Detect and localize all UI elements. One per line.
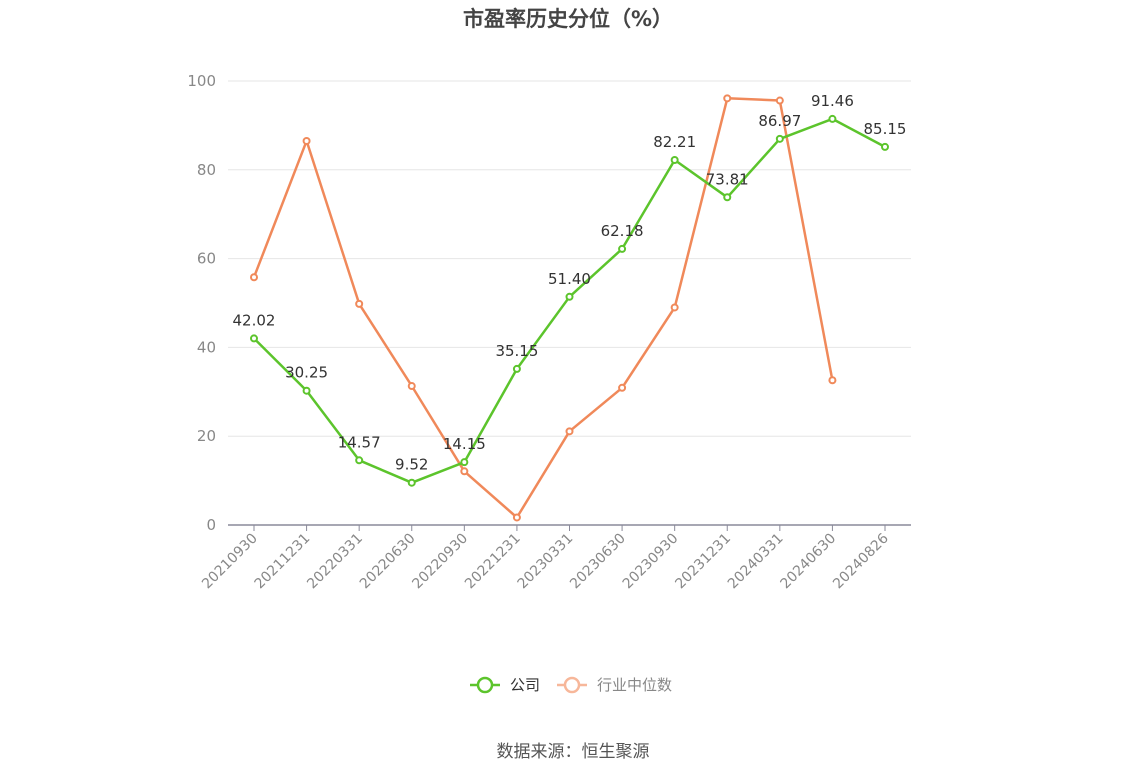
data-label: 9.52 bbox=[395, 456, 428, 474]
x-axis: 2021093020211231202203312022063020220930… bbox=[199, 524, 911, 593]
y-tick-label: 80 bbox=[197, 161, 216, 179]
data-label: 85.15 bbox=[864, 120, 907, 138]
series-group bbox=[250, 94, 889, 522]
y-tick-label: 0 bbox=[206, 516, 216, 534]
data-point bbox=[565, 427, 574, 436]
legend-marker-icon bbox=[563, 676, 581, 694]
data-point bbox=[828, 114, 837, 123]
data-point bbox=[407, 382, 416, 391]
x-tick-label: 20230331 bbox=[515, 531, 577, 593]
data-point bbox=[670, 155, 679, 164]
data-point bbox=[407, 478, 416, 487]
x-tick-label: 20240630 bbox=[778, 531, 840, 593]
y-axis: 0 20 40 60 80 100 bbox=[187, 72, 216, 534]
data-point bbox=[618, 383, 627, 392]
x-tick-label: 20210930 bbox=[199, 531, 261, 593]
x-tick-label: 20211231 bbox=[252, 531, 314, 593]
data-point bbox=[828, 376, 837, 385]
data-label: 30.25 bbox=[285, 364, 328, 382]
data-point bbox=[670, 303, 679, 312]
legend-item-1[interactable]: 行业中位数 bbox=[557, 676, 672, 694]
chart-title: 市盈率历史分位（%） bbox=[463, 7, 673, 31]
x-tick-label: 20220630 bbox=[357, 531, 419, 593]
data-point bbox=[355, 299, 364, 308]
data-point bbox=[775, 134, 784, 143]
data-label: 91.46 bbox=[811, 92, 854, 110]
data-point bbox=[460, 458, 469, 467]
x-tick-label: 20220331 bbox=[304, 531, 366, 593]
y-tick-label: 60 bbox=[197, 250, 216, 268]
data-label: 35.15 bbox=[495, 342, 538, 360]
series-line-1 bbox=[252, 97, 834, 519]
data-point bbox=[775, 96, 784, 105]
data-point bbox=[565, 292, 574, 301]
y-tick-label: 100 bbox=[187, 72, 216, 90]
data-label: 86.97 bbox=[758, 112, 801, 130]
x-tick-label: 20230630 bbox=[567, 531, 629, 593]
legend-item-0[interactable]: 公司 bbox=[470, 676, 540, 694]
x-tick-label: 20240826 bbox=[830, 530, 892, 592]
data-point bbox=[512, 513, 521, 522]
data-point bbox=[302, 386, 311, 395]
data-point bbox=[881, 142, 889, 151]
data-label: 73.81 bbox=[706, 170, 749, 188]
data-point bbox=[723, 193, 732, 202]
legend-marker-icon bbox=[476, 676, 494, 694]
x-tick-label: 20240331 bbox=[725, 531, 787, 593]
data-point bbox=[250, 334, 258, 343]
legend-label: 公司 bbox=[510, 676, 540, 694]
y-tick-label: 40 bbox=[197, 338, 216, 356]
data-point bbox=[512, 364, 521, 373]
data-label: 14.57 bbox=[338, 433, 381, 451]
data-point bbox=[618, 244, 627, 253]
data-label: 62.18 bbox=[601, 222, 644, 240]
source-text: 数据来源：恒生聚源 bbox=[497, 742, 650, 762]
x-tick-label: 20220930 bbox=[409, 531, 471, 593]
data-labels: 42.02 30.25 14.57 9.52 14.15 35.15 51.40 62.18 8… bbox=[233, 92, 907, 474]
data-point bbox=[460, 467, 469, 476]
legend-label: 行业中位数 bbox=[597, 676, 672, 694]
data-label: 82.21 bbox=[653, 133, 696, 151]
data-point bbox=[355, 456, 364, 465]
grid-lines bbox=[228, 80, 911, 437]
data-point bbox=[250, 273, 258, 282]
data-label: 42.02 bbox=[233, 311, 276, 329]
legend[interactable]: 公司 行业中位数 bbox=[470, 676, 672, 694]
x-tick-label: 20221231 bbox=[462, 531, 524, 593]
data-point bbox=[723, 94, 732, 103]
y-tick-label: 20 bbox=[197, 427, 216, 445]
data-point bbox=[302, 136, 311, 145]
data-label: 14.15 bbox=[443, 435, 486, 453]
x-tick-label: 20230930 bbox=[620, 531, 682, 593]
x-tick-label: 20231231 bbox=[672, 531, 734, 593]
data-label: 51.40 bbox=[548, 270, 591, 288]
